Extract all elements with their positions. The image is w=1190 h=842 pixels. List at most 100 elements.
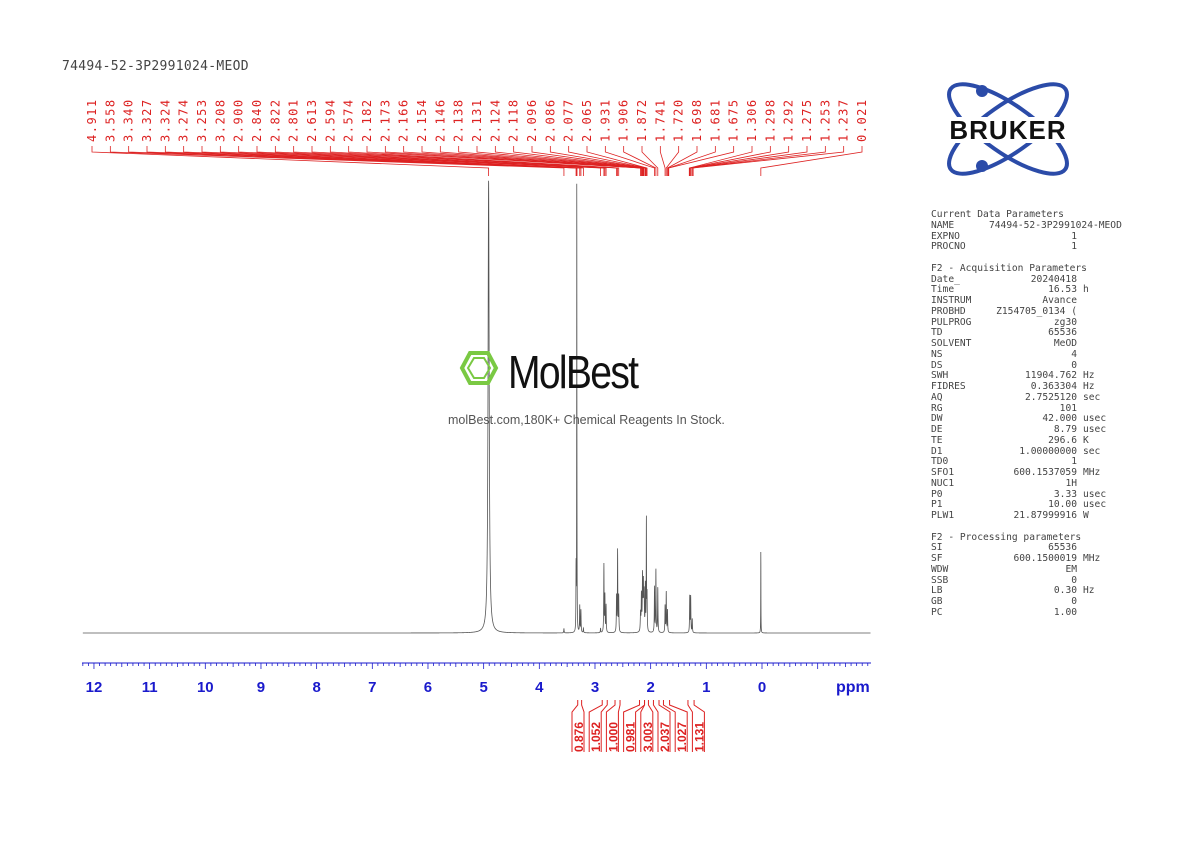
- parameter-row: TD0 1: [931, 456, 1128, 468]
- peak-label-connector: [665, 146, 680, 176]
- peak-label-connector: [691, 146, 826, 176]
- parameter-label: P1: [931, 499, 943, 511]
- peak-label-connector: [219, 146, 584, 176]
- parameter-row: NUC1 1H: [931, 477, 1128, 490]
- parameter-row: RG 101: [931, 403, 1128, 415]
- parameter-row: P1 10.00 usec: [931, 499, 1128, 511]
- peak-label-connector: [667, 146, 698, 176]
- parameter-row: DE 8.79 usec: [931, 424, 1128, 436]
- peak-label: 2.154: [415, 98, 429, 142]
- peak-label: 1.741: [653, 98, 667, 142]
- parameter-row: SSB 0: [931, 575, 1128, 587]
- parameter-label: SF: [931, 553, 943, 564]
- parameter-label: SI: [931, 542, 943, 554]
- parameter-label: SOLVENT: [931, 338, 972, 349]
- peak-label-connector: [549, 146, 647, 176]
- peak-label: 2.138: [452, 98, 466, 142]
- peak-label: 1.681: [708, 98, 722, 142]
- integral-bracket: [617, 700, 621, 752]
- integral-bracket: [640, 700, 646, 752]
- peak-label: 1.306: [745, 98, 759, 142]
- integral-bracket: [647, 700, 654, 752]
- peak-label-connector: [659, 146, 666, 176]
- parameter-section-header: F2 - Processing parameters: [931, 531, 1082, 543]
- peak-label: 2.131: [470, 98, 484, 142]
- peak-label-connector: [329, 146, 618, 176]
- x-tick-label: 5: [479, 679, 487, 696]
- parameter-label: DE: [931, 424, 943, 435]
- peak-label: 2.096: [525, 98, 539, 142]
- parameter-label: AQ: [931, 391, 943, 403]
- peak-label: 2.124: [488, 98, 502, 142]
- parameter-row: TE 296.6 K: [931, 434, 1128, 447]
- parameter-value: 0.363304: [1030, 381, 1077, 392]
- peak-label-connector: [668, 146, 735, 176]
- x-tick-label: 2: [646, 679, 654, 696]
- parameter-value: Avance: [1042, 295, 1077, 306]
- parameter-unit: MHz: [1083, 467, 1101, 478]
- parameter-label: SWH: [931, 370, 949, 382]
- parameter-row: SI 65536: [931, 542, 1128, 554]
- parameter-row: DS 0: [931, 360, 1128, 372]
- parameter-row: WDW EM: [931, 564, 1128, 576]
- parameter-value: 0: [1071, 596, 1077, 607]
- peak-label-connector: [403, 146, 642, 176]
- parameter-section-header: F2 - Acquisition Parameters: [931, 262, 1087, 274]
- watermark-subtitle: molBest.com,180K+ Chemical Reagents In S…: [448, 413, 725, 427]
- parameter-row: AQ 2.7525120 sec: [931, 391, 1128, 404]
- x-tick-label: 4: [535, 679, 544, 696]
- peak-label-connector: [348, 146, 620, 176]
- spectrum-trace: [82, 180, 871, 634]
- peak-label-connector: [366, 146, 641, 176]
- integral-value: 0.876: [572, 722, 586, 752]
- parameter-row: GB 0: [931, 596, 1128, 608]
- integral-bracket: [571, 700, 579, 752]
- parameter-value: 600.1537059: [1013, 467, 1077, 478]
- x-tick-label: 7: [368, 679, 376, 696]
- parameter-value: 3.33: [1053, 488, 1077, 500]
- parameter-label: NS: [931, 348, 943, 360]
- parameter-row: SFO1 600.1537059 MHz: [931, 467, 1128, 479]
- parameter-label: PROBHD: [931, 305, 966, 317]
- parameter-unit: h: [1083, 284, 1089, 296]
- peak-label: 3.340: [122, 98, 136, 142]
- peak-label-connector: [604, 146, 655, 176]
- integral-bracket: [669, 700, 688, 752]
- parameter-label: PLW1: [931, 510, 955, 521]
- parameter-row: EXPNO 1: [931, 231, 1128, 243]
- parameter-label: Time: [931, 284, 955, 296]
- parameter-value: 74494-52-3P2991024-MEOD: [989, 219, 1122, 231]
- parameter-label: NUC1: [931, 477, 955, 489]
- parameter-label: DW: [931, 413, 943, 425]
- parameter-value: 10.00: [1048, 499, 1077, 511]
- parameter-label: TE: [931, 434, 943, 446]
- parameters-panel: Current Data Parameters NAME 74494-52-3P29…: [931, 209, 1128, 619]
- peak-label-connector: [641, 146, 659, 176]
- parameter-row: PC 1.00: [931, 607, 1128, 619]
- peak-label: 2.840: [250, 98, 264, 142]
- parameter-row: FIDRES 0.363304 Hz: [931, 381, 1128, 393]
- parameter-value: MeOD: [1053, 338, 1077, 349]
- parameter-section-header: Current Data Parameters: [931, 209, 1064, 220]
- parameter-value: 1.00000000: [1019, 445, 1077, 457]
- parameter-value: Z154705_0134 (: [996, 305, 1077, 317]
- integral-value: 0.981: [624, 722, 638, 752]
- parameter-label: INSTRUM: [931, 295, 972, 306]
- peak-label-connector: [531, 146, 646, 176]
- parameter-row: NS 4: [931, 348, 1128, 361]
- parameter-row: Date_ 20240418: [931, 274, 1128, 286]
- parameter-row: D1 1.00000000 sec: [931, 445, 1128, 458]
- integral-bracket: [623, 700, 641, 752]
- peak-label-connector: [274, 146, 606, 176]
- parameter-value: 65536: [1048, 542, 1077, 554]
- peak-label-connector: [586, 146, 648, 176]
- peak-label: 3.253: [195, 98, 209, 142]
- integral-value: 1.027: [675, 722, 689, 752]
- peak-label: 2.574: [342, 98, 356, 142]
- peak-label: 2.077: [562, 98, 576, 142]
- peak-label: 2.613: [305, 98, 319, 142]
- x-tick-label: 3: [591, 679, 599, 696]
- parameter-label: NAME: [931, 219, 955, 231]
